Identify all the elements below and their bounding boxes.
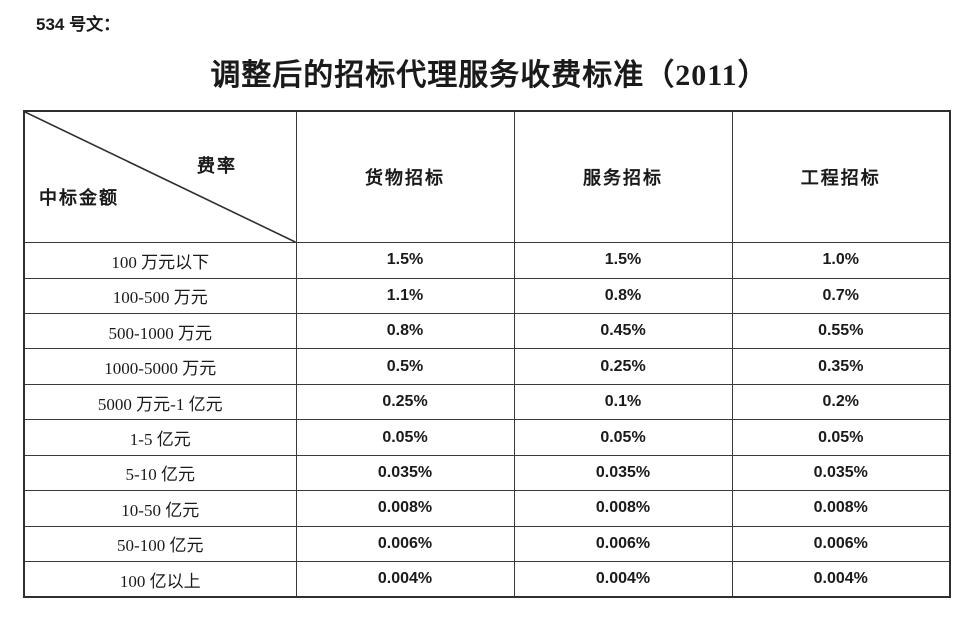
table-row: 1-5 亿元 0.05% 0.05% 0.05% <box>23 419 951 456</box>
fee-value: 1.1% <box>295 277 515 315</box>
doc-ref-label: 534 号文： <box>36 15 121 34</box>
fee-value: 0.25% <box>513 348 733 385</box>
row-label: 5-10 亿元 <box>23 454 297 492</box>
fee-value: 1.0% <box>731 242 951 279</box>
fee-value: 0.035% <box>731 454 951 492</box>
fee-value: 0.7% <box>731 277 951 315</box>
fee-value: 0.006% <box>513 525 733 563</box>
table-row: 5-10 亿元 0.035% 0.035% 0.035% <box>23 454 951 492</box>
row-label: 100-500 万元 <box>23 277 297 315</box>
table-header-row: 费率 中标金额 货物招标 服务招标 工程招标 <box>23 110 951 244</box>
table-row: 100 亿以上 0.004% 0.004% 0.004% <box>23 561 951 598</box>
fee-value: 0.05% <box>731 419 951 456</box>
table-row: 5000 万元-1 亿元 0.25% 0.1% 0.2% <box>23 383 951 421</box>
fee-value: 0.55% <box>731 312 951 350</box>
page-title: 调整后的招标代理服务收费标准（2011） <box>210 59 769 92</box>
row-label: 50-100 亿元 <box>23 525 297 563</box>
row-label: 5000 万元-1 亿元 <box>23 383 297 421</box>
fee-value: 0.008% <box>295 490 515 527</box>
row-label: 500-1000 万元 <box>23 312 297 350</box>
row-label: 10-50 亿元 <box>23 490 297 527</box>
fee-value: 0.35% <box>731 348 951 385</box>
table-row: 100-500 万元 1.1% 0.8% 0.7% <box>23 277 951 315</box>
fee-value: 0.008% <box>513 490 733 527</box>
fee-value: 1.5% <box>513 242 733 279</box>
table-row: 50-100 亿元 0.006% 0.006% 0.006% <box>23 525 951 563</box>
fee-value: 0.8% <box>295 312 515 350</box>
fee-value: 0.25% <box>295 383 515 421</box>
column-header-services: 服务招标 <box>513 110 733 244</box>
fee-value: 0.035% <box>513 454 733 492</box>
row-label: 1000-5000 万元 <box>23 348 297 385</box>
column-header-engineering: 工程招标 <box>731 110 951 244</box>
fee-value: 0.5% <box>295 348 515 385</box>
fee-value: 0.004% <box>513 561 733 598</box>
corner-fee-rate-label: 费率 <box>197 156 237 176</box>
diagonal-divider-line <box>25 112 296 242</box>
row-label: 100 万元以下 <box>23 242 297 279</box>
fee-value: 0.004% <box>295 561 515 598</box>
fee-value: 0.008% <box>731 490 951 527</box>
fee-value: 0.8% <box>513 277 733 315</box>
corner-cell: 费率 中标金额 <box>23 110 297 244</box>
table-row: 1000-5000 万元 0.5% 0.25% 0.35% <box>23 348 951 385</box>
row-label: 1-5 亿元 <box>23 419 297 456</box>
fee-standard-table: 费率 中标金额 货物招标 服务招标 工程招标 100 万元以下 1.5% 1.5… <box>23 110 951 598</box>
column-header-goods: 货物招标 <box>295 110 515 244</box>
fee-value: 0.004% <box>731 561 951 598</box>
table-row: 10-50 亿元 0.008% 0.008% 0.008% <box>23 490 951 527</box>
fee-value: 0.05% <box>513 419 733 456</box>
table-row: 500-1000 万元 0.8% 0.45% 0.55% <box>23 312 951 350</box>
fee-value: 0.05% <box>295 419 515 456</box>
fee-value: 0.006% <box>295 525 515 563</box>
corner-bid-amount-label: 中标金额 <box>39 188 119 208</box>
fee-value: 0.2% <box>731 383 951 421</box>
fee-value: 0.035% <box>295 454 515 492</box>
fee-value: 1.5% <box>295 242 515 279</box>
table-row: 100 万元以下 1.5% 1.5% 1.0% <box>23 242 951 279</box>
fee-value: 0.45% <box>513 312 733 350</box>
fee-value: 0.006% <box>731 525 951 563</box>
row-label: 100 亿以上 <box>23 561 297 598</box>
fee-value: 0.1% <box>513 383 733 421</box>
